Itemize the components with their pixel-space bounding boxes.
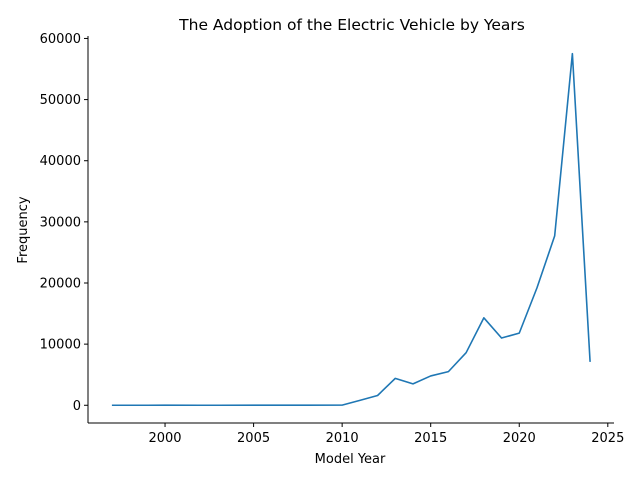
x-tick-label: 2010 <box>326 431 359 446</box>
y-tick-label: 50000 <box>40 93 81 108</box>
x-axis-label: Model Year <box>315 452 386 467</box>
x-tick-label: 2005 <box>237 431 270 446</box>
x-tick-label: 2015 <box>414 431 447 446</box>
series-layer <box>111 52 591 407</box>
y-tick-label: 30000 <box>40 215 81 230</box>
x-tick-label: 2020 <box>503 431 536 446</box>
y-tick-label: 10000 <box>40 338 81 353</box>
x-tick-label: 2000 <box>148 431 181 446</box>
chart-title: The Adoption of the Electric Vehicle by … <box>178 16 525 34</box>
y-tick-label: 60000 <box>40 32 81 47</box>
x-axis-ticks: 2000 2005 2010 2015 2020 2025 <box>148 423 624 446</box>
y-axis-ticks: 0 10000 20000 30000 40000 50000 60000 <box>40 32 88 414</box>
y-tick-label: 40000 <box>40 154 81 169</box>
y-axis-label: Frequency <box>16 196 31 263</box>
y-tick-label: 0 <box>73 399 81 414</box>
series-line-0 <box>111 52 591 407</box>
y-tick-label: 20000 <box>40 276 81 291</box>
x-tick-label: 2025 <box>591 431 624 446</box>
